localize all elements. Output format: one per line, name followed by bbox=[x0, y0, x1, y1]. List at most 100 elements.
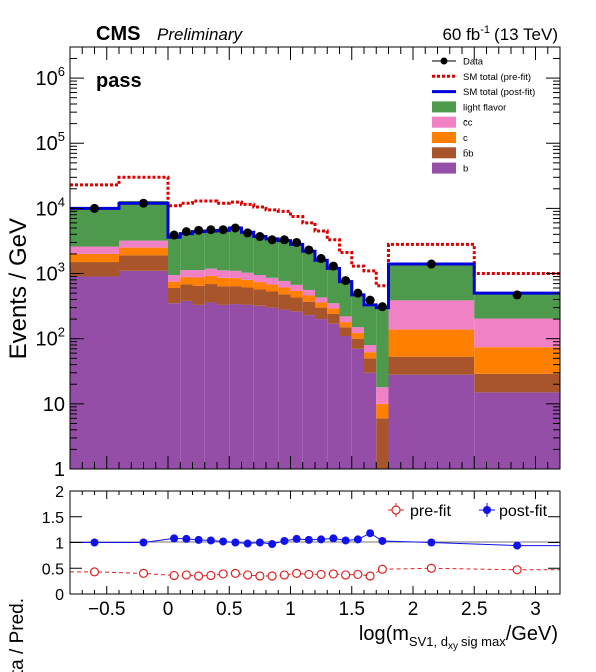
stack-bar-c-18 bbox=[364, 352, 377, 359]
stack-bar-cc-16 bbox=[339, 316, 352, 323]
stack-bar-b-13 bbox=[302, 315, 315, 469]
ratio-y-axis-title: Data / Pred. bbox=[7, 598, 28, 672]
postfit-ratio-point-7 bbox=[231, 538, 240, 547]
stack-bar-cc-7 bbox=[229, 270, 242, 279]
prefit-ratio-point-1 bbox=[138, 568, 149, 579]
stack-bar-bb-8 bbox=[241, 287, 254, 305]
data-point-10 bbox=[267, 235, 277, 245]
postfit-ratio-point-1 bbox=[139, 538, 148, 547]
stack-bar-b-6 bbox=[217, 304, 230, 469]
experiment-label: CMS bbox=[96, 23, 140, 45]
stack-bar-cc-18 bbox=[364, 345, 377, 353]
x-axis-title-post: /GeV) bbox=[506, 623, 558, 645]
stack-bar-c-9 bbox=[253, 282, 266, 290]
stack-bar-c-19 bbox=[376, 403, 389, 419]
stack-bar-b-2 bbox=[168, 303, 181, 469]
stack-bar-c-0 bbox=[70, 253, 119, 263]
prefit-ratio-point-0 bbox=[89, 567, 100, 577]
x-axis-title: log(mSV1, dxy sig max/GeV) bbox=[359, 623, 558, 652]
prefit-ratio-point-20 bbox=[426, 563, 436, 573]
stack-bar-b-21 bbox=[474, 392, 560, 469]
stack-bar-c-20 bbox=[388, 329, 475, 357]
stack-bar-b-17 bbox=[351, 348, 364, 469]
x-tick-label-4: 1.5 bbox=[339, 599, 365, 620]
stack-bar-b-18 bbox=[364, 372, 377, 469]
prefit-ratio-point-4 bbox=[194, 571, 204, 581]
lumi-value: 60 fb bbox=[442, 25, 480, 44]
data-point-2 bbox=[169, 230, 179, 240]
stack-bar-c-4 bbox=[192, 277, 205, 286]
stack-bar-bb-13 bbox=[302, 301, 315, 316]
data-points bbox=[90, 198, 522, 312]
data-point-17 bbox=[353, 288, 363, 298]
legend-label-data: Data bbox=[463, 57, 484, 68]
data-point-7 bbox=[230, 223, 240, 233]
prefit-ratio-point-13 bbox=[304, 569, 314, 580]
stack-bar-lightflavor-3 bbox=[180, 233, 193, 271]
postfit-ratio-point-10 bbox=[268, 540, 277, 549]
stack-bar-lightflavor-5 bbox=[204, 230, 217, 269]
data-point-9 bbox=[255, 232, 265, 242]
main-y-axis: 1 10 102 103 104 105 106 bbox=[36, 46, 560, 481]
stack-bar-lightflavor-12 bbox=[290, 244, 303, 285]
ratio-y-tick-label-4: 2 bbox=[55, 484, 64, 501]
x-tick-label-6: 2.5 bbox=[461, 599, 487, 620]
postfit-legend-label: post-fit bbox=[499, 503, 548, 520]
stack-bar-b-0 bbox=[70, 276, 119, 469]
ratio-y-tick-label-2: 1 bbox=[55, 536, 64, 553]
stack-bar-bb-16 bbox=[339, 327, 352, 336]
stack-bar-lightflavor-11 bbox=[278, 240, 291, 281]
stack-bar-bb-6 bbox=[217, 286, 230, 305]
stack-bar-cc-11 bbox=[278, 280, 291, 288]
stack-bar-cc-0 bbox=[70, 246, 119, 254]
prefit-legend-label: pre-fit bbox=[410, 503, 451, 520]
prefit-ratio-point-7 bbox=[230, 568, 240, 579]
stack-bar-lightflavor-19 bbox=[376, 307, 389, 388]
stack-bar-cc-2 bbox=[168, 274, 181, 282]
data-point-4 bbox=[194, 225, 204, 235]
stack-bar-cc-14 bbox=[315, 297, 328, 303]
postfit-ratio-point-12 bbox=[292, 534, 301, 543]
energy-value: (13 TeV) bbox=[494, 25, 558, 44]
stack-bar-b-15 bbox=[327, 323, 340, 469]
postfit-ratio-point-2 bbox=[170, 534, 179, 543]
data-point-6 bbox=[218, 225, 228, 235]
stack-bar-b-4 bbox=[192, 304, 205, 469]
prefit-ratio-point-3 bbox=[181, 570, 191, 580]
legend-swatch-cc bbox=[432, 116, 456, 128]
stack-bar-cc-1 bbox=[119, 240, 168, 248]
ratio-y-tick-label-1: 0.5 bbox=[42, 561, 64, 578]
main-x-ticks bbox=[69, 47, 561, 469]
stack-bar-bb-3 bbox=[180, 284, 193, 301]
postfit-ratio-point-20 bbox=[427, 538, 436, 547]
stack-bar-bb-12 bbox=[290, 297, 303, 312]
stack-bar-lightflavor-7 bbox=[229, 228, 242, 271]
prefit-ratio-point-18 bbox=[365, 571, 375, 581]
postfit-ratio-point-5 bbox=[206, 536, 215, 545]
ratio-y-tick-label-0: 0 bbox=[55, 587, 64, 604]
stack-bar-c-13 bbox=[302, 295, 315, 302]
data-point-13 bbox=[304, 245, 314, 255]
x-axis-title-pre: log(m bbox=[359, 623, 409, 645]
prefit-ratio-point-10 bbox=[267, 571, 277, 581]
legend-label-smtotalprefit: SM total (pre-fit) bbox=[463, 72, 531, 83]
data-point-12 bbox=[292, 237, 302, 247]
lumi-label: 60 fb-1 (13 TeV) bbox=[442, 24, 558, 44]
postfit-ratio-point-8 bbox=[243, 539, 252, 548]
sm-total-postfit-line bbox=[70, 201, 560, 310]
postfit-ratio-point-19 bbox=[378, 536, 387, 545]
stack-bar-lightflavor-4 bbox=[192, 231, 205, 271]
stack-bar-c-21 bbox=[474, 347, 560, 374]
stack-bar-bb-7 bbox=[229, 286, 242, 305]
postfit-ratio-point-15 bbox=[329, 534, 338, 543]
postfit-ratio-point-13 bbox=[304, 535, 313, 544]
stack-bar-bb-15 bbox=[327, 313, 340, 324]
y-tick-label-0: 1 bbox=[54, 459, 65, 481]
prefit-ratio-point-6 bbox=[218, 569, 228, 579]
stack-bar-b-14 bbox=[315, 319, 328, 469]
legend-label-smtotalpostfit: SM total (post-fit) bbox=[463, 87, 535, 98]
x-tick-label-3: 1 bbox=[285, 599, 296, 620]
legend-swatch-b bbox=[432, 162, 456, 174]
legend-label-b: b bbox=[463, 164, 468, 175]
data-point-15 bbox=[328, 261, 338, 271]
